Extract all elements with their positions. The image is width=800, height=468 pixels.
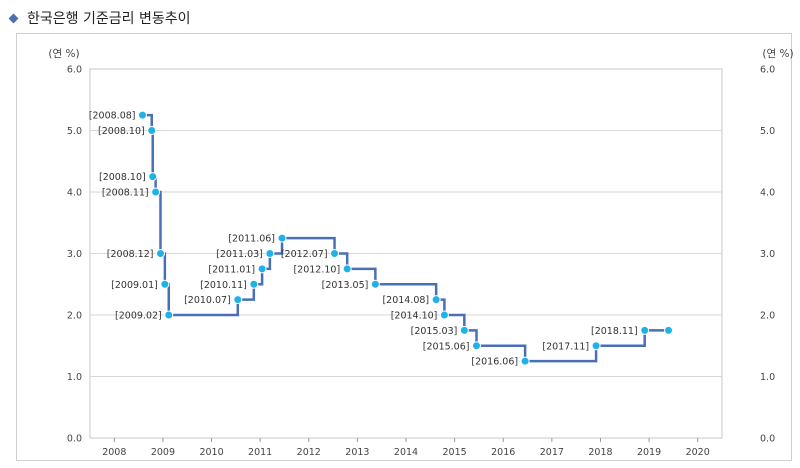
- x-tick-label: 2012: [297, 447, 321, 458]
- data-label: [2015.06]: [423, 341, 470, 352]
- data-label: [2014.08]: [382, 295, 429, 306]
- y-tick-label-right: 4.0: [760, 188, 775, 199]
- data-point: [265, 249, 275, 258]
- data-label: [2010.11]: [200, 280, 247, 291]
- chart-title: 한국은행 기준금리 변동추이: [27, 11, 191, 27]
- y-tick-label-left: 2.0: [67, 311, 82, 322]
- data-point: [330, 249, 340, 258]
- x-tick-label: 2018: [588, 447, 612, 458]
- y-tick-label-left: 5.0: [67, 126, 82, 137]
- data-point: [520, 356, 530, 366]
- data-label: [2011.06]: [228, 234, 275, 245]
- data-point: [591, 341, 601, 351]
- y-tick-label-left: 3.0: [67, 249, 82, 260]
- data-label: [2011.03]: [216, 249, 263, 260]
- data-label: [2018.11]: [591, 326, 638, 337]
- x-tick-label: 2010: [199, 447, 223, 458]
- data-point: [147, 126, 157, 135]
- data-point: [138, 110, 148, 120]
- x-tick-label: 2017: [540, 447, 564, 458]
- data-label: [2008.08]: [89, 111, 136, 122]
- data-point: [342, 264, 352, 274]
- y-tick-label-left: 0.0: [67, 434, 82, 445]
- data-point: [370, 279, 380, 289]
- data-label: [2009.02]: [115, 311, 162, 322]
- y-axis-unit-left: (연 %): [48, 48, 79, 60]
- data-point: [277, 233, 287, 243]
- data-point: [164, 310, 174, 320]
- data-point: [151, 187, 161, 197]
- data-label: [2013.05]: [322, 280, 369, 291]
- x-tick-label: 2016: [491, 447, 515, 458]
- chart-frame: [16, 33, 792, 461]
- data-point: [640, 325, 650, 335]
- y-tick-label-right: 2.0: [760, 311, 775, 322]
- y-tick-label-left: 6.0: [67, 65, 82, 76]
- data-label: [2011.01]: [208, 264, 255, 275]
- data-label: [2014.10]: [391, 311, 438, 322]
- data-label: [2008.11]: [102, 188, 149, 199]
- data-label: [2016.06]: [471, 357, 518, 368]
- y-tick-label-right: 6.0: [760, 65, 775, 76]
- data-point: [439, 310, 449, 320]
- data-label: [2008.10]: [99, 172, 146, 183]
- x-tick-label: 2015: [443, 447, 467, 458]
- y-tick-label-right: 5.0: [760, 126, 775, 137]
- y-tick-label-left: 1.0: [67, 372, 82, 383]
- x-tick-label: 2013: [345, 447, 369, 458]
- data-point: [233, 295, 243, 305]
- data-point: [459, 325, 469, 335]
- data-label: [2008.10]: [98, 126, 145, 137]
- y-tick-label-left: 4.0: [67, 188, 82, 199]
- data-label: [2010.07]: [184, 295, 231, 306]
- y-axis-unit-right: (연 %): [762, 48, 793, 60]
- data-label: [2009.01]: [111, 280, 158, 291]
- data-point: [148, 172, 158, 182]
- data-point: [431, 295, 441, 305]
- x-tick-label: 2008: [102, 447, 126, 458]
- y-tick-label-right: 0.0: [760, 434, 775, 445]
- data-label: [2008.12]: [107, 249, 154, 260]
- data-point: [664, 325, 674, 335]
- data-point: [471, 341, 481, 351]
- series-line: [142, 113, 669, 363]
- x-tick-label: 2014: [394, 447, 418, 458]
- y-tick-label-right: 3.0: [760, 249, 775, 260]
- x-tick-label: 2009: [151, 447, 175, 458]
- data-point: [155, 249, 165, 258]
- data-point: [160, 279, 170, 289]
- data-label: [2017.11]: [542, 341, 589, 352]
- data-point: [257, 264, 267, 274]
- data-point: [249, 279, 259, 289]
- data-label: [2015.03]: [411, 326, 458, 337]
- data-label: [2012.10]: [293, 264, 340, 275]
- x-tick-label: 2020: [686, 447, 710, 458]
- y-tick-label-right: 1.0: [760, 372, 775, 383]
- x-tick-label: 2011: [248, 447, 272, 458]
- x-tick-label: 2019: [637, 447, 661, 458]
- chart-header: 한국은행 기준금리 변동추이: [6, 6, 190, 30]
- data-label: [2012.07]: [281, 249, 328, 260]
